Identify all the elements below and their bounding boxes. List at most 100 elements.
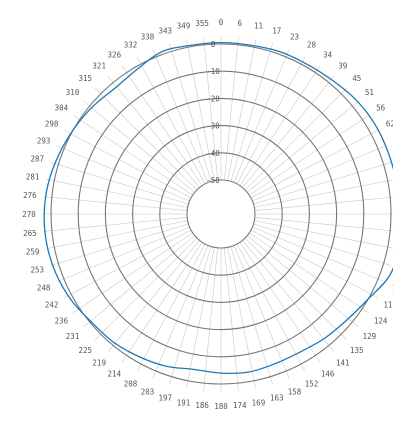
angle-tick-label: 326 (108, 50, 122, 59)
angular-gridline (224, 36, 239, 181)
angle-tick-label: 231 (66, 332, 80, 341)
angle-tick-label: 343 (158, 26, 172, 35)
angle-tick-label: 265 (23, 229, 37, 238)
angle-tick-label: 180 (214, 402, 228, 411)
angular-gridline (203, 36, 218, 181)
angular-gridline (250, 129, 379, 199)
angular-gridline (107, 76, 200, 188)
angle-tick-label: 298 (45, 119, 59, 128)
angular-gridline (46, 220, 188, 250)
angle-tick-label: 23 (290, 33, 299, 42)
angle-tick-label: 349 (177, 22, 191, 31)
angle-tick-label: 152 (305, 379, 319, 388)
angular-gridline (247, 235, 359, 328)
angle-tick-label: 141 (336, 358, 350, 367)
angular-gridline (253, 162, 392, 205)
radial-gridline (186, 179, 256, 249)
angular-gridline (233, 245, 290, 379)
angle-tick-label: 214 (108, 370, 122, 379)
angular-gridline (83, 235, 195, 328)
angular-gridline (236, 56, 306, 185)
radial-gridline (50, 43, 392, 385)
angular-gridline (169, 43, 212, 182)
angle-tick-label: 56 (376, 103, 386, 112)
angular-gridline (72, 232, 193, 314)
angular-tick-labels: 0611172328343945515662687379849096101107… (22, 18, 393, 411)
angle-tick-label: 304 (55, 103, 69, 112)
angle-tick-label: 332 (124, 41, 138, 50)
radial-gridline (77, 70, 365, 358)
angle-tick-label: 174 (233, 401, 247, 410)
angular-gridline (185, 39, 215, 181)
angular-gridline (63, 129, 192, 199)
angular-gridline (203, 247, 218, 392)
angular-gridline (169, 246, 212, 385)
angle-tick-label: 287 (30, 154, 44, 163)
angular-gridline (152, 245, 209, 379)
radial-tick-label: 0 (211, 40, 216, 49)
radial-tick-label: -30 (206, 122, 220, 131)
angle-tick-label: 191 (177, 398, 191, 407)
angle-tick-label: 0 (219, 18, 224, 27)
angle-tick-label: 186 (195, 401, 209, 410)
angular-gridline (227, 247, 257, 389)
angular-gridline (242, 76, 335, 188)
angle-tick-label: 236 (55, 317, 69, 326)
angular-gridline (50, 162, 189, 205)
angle-tick-label: 118 (384, 301, 393, 310)
angular-gridline (233, 49, 290, 183)
angle-tick-label: 124 (374, 317, 388, 326)
angular-gridline (254, 220, 393, 249)
angle-tick-label: 310 (66, 88, 80, 97)
angle-tick-label: 293 (37, 137, 51, 146)
radial-gridline (159, 152, 283, 276)
angular-gridline (252, 226, 386, 283)
angular-gridline (136, 56, 206, 185)
angle-tick-label: 34 (323, 50, 333, 59)
angular-gridline (136, 243, 206, 372)
angle-tick-label: 208 (124, 379, 138, 388)
angle-tick-label: 113 (392, 283, 393, 292)
angular-gridline (72, 114, 193, 196)
angular-gridline (247, 100, 359, 193)
angle-tick-label: 281 (26, 173, 40, 182)
angle-tick-label: 338 (141, 33, 155, 42)
angular-gridline (244, 87, 348, 191)
angle-tick-label: 17 (272, 26, 281, 35)
angle-tick-label: 158 (288, 387, 302, 396)
angle-tick-label: 146 (321, 370, 335, 379)
angular-gridline (185, 247, 215, 389)
angular-gridline (152, 49, 209, 183)
angle-tick-label: 169 (252, 398, 266, 407)
angle-tick-label: 62 (386, 119, 393, 128)
angle-tick-label: 242 (45, 301, 59, 310)
radial-tick-label: -10 (206, 67, 220, 76)
series-layer (43, 41, 393, 375)
angular-gridline (244, 237, 348, 341)
angle-tick-label: 129 (363, 332, 377, 341)
angular-gridline (242, 240, 335, 352)
angular-gridline (50, 223, 189, 266)
radial-gridline (104, 97, 338, 331)
angle-tick-label: 315 (78, 74, 92, 83)
angular-gridline (224, 247, 239, 392)
angular-gridline (239, 65, 321, 186)
angle-tick-label: 355 (195, 19, 209, 28)
radial-tick-label: -40 (206, 149, 220, 158)
angular-gridline (249, 232, 370, 314)
angular-gridline (230, 43, 273, 182)
angular-gridline (63, 229, 192, 299)
angular-gridline (254, 179, 393, 208)
angular-gridline (94, 237, 198, 341)
angle-tick-label: 6 (238, 19, 243, 28)
angular-gridline (56, 145, 190, 202)
angle-tick-label: 259 (26, 247, 40, 256)
angle-tick-label: 248 (37, 283, 51, 292)
angular-gridline (94, 87, 198, 191)
angle-tick-label: 51 (365, 88, 374, 97)
angle-tick-label: 270 (22, 210, 36, 219)
radial-gridline (132, 125, 310, 303)
angular-gridline (254, 196, 393, 211)
angular-gridline (107, 240, 200, 352)
radial-tick-labels: 0 -10 -20 -30 -40 -50 (206, 40, 220, 185)
